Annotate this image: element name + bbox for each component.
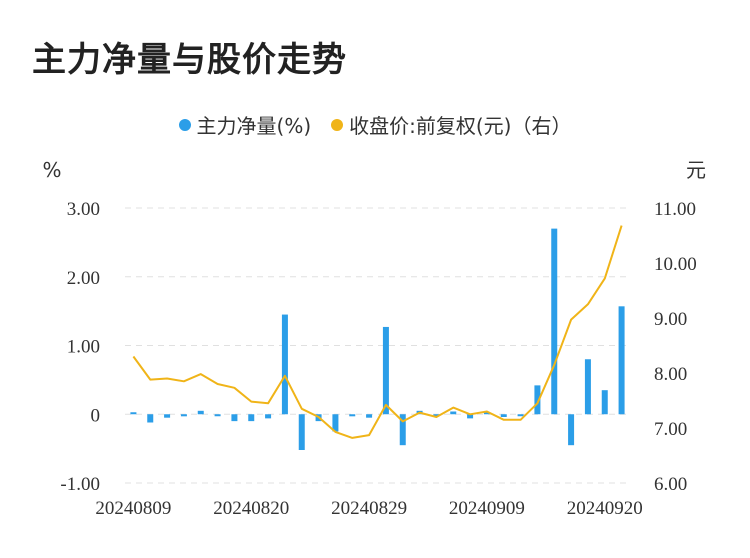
bar [231, 414, 238, 422]
bar [332, 414, 339, 432]
right-tick-label: 11.00 [654, 199, 696, 220]
bar [584, 359, 591, 415]
left-tick-label: 2.00 [67, 268, 100, 289]
left-tick-label: -1.00 [60, 474, 100, 495]
bar [197, 410, 204, 415]
bar [298, 414, 305, 450]
bar [500, 414, 507, 417]
bar [214, 414, 221, 417]
bar [349, 414, 356, 417]
left-tick-label: 1.00 [67, 337, 100, 358]
bar [366, 414, 373, 418]
bar [248, 414, 255, 422]
legend-item-net-volume[interactable]: 主力净量(%) [178, 110, 312, 139]
bar [601, 390, 608, 415]
page-title: 主力净量与股价走势 [32, 40, 347, 80]
right-tick-label: 7.00 [654, 419, 687, 440]
bar [450, 411, 457, 415]
right-tick-label: 8.00 [654, 364, 687, 385]
bar [467, 414, 474, 419]
x-tick-label: 20240829 [331, 498, 407, 519]
legend-dot-line-icon [331, 118, 344, 131]
bar [618, 306, 625, 415]
bar [130, 412, 137, 415]
x-tick-label: 20240920 [567, 498, 643, 519]
bar [534, 385, 541, 415]
bar [164, 414, 171, 418]
legend-item-close-price[interactable]: 收盘价:前复权(元)（右） [331, 110, 571, 139]
x-tick-label: 20240820 [213, 498, 289, 519]
right-tick-label: 9.00 [654, 309, 687, 330]
bar [399, 414, 406, 446]
right-axis-unit: 元 [686, 158, 706, 182]
bar [483, 412, 490, 415]
x-tick-label: 20240909 [449, 498, 525, 519]
bar [568, 414, 575, 446]
legend-dot-bar-icon [178, 118, 191, 131]
bar [517, 414, 524, 417]
legend-label-close-price: 收盘价:前复权(元)（右） [349, 114, 572, 138]
left-axis-unit: % [42, 158, 61, 182]
legend: 主力净量(%) 收盘价:前复权(元)（右） [0, 110, 750, 139]
legend-label-net-volume: 主力净量(%) [196, 114, 312, 138]
bar [281, 314, 288, 415]
bar [551, 228, 558, 415]
x-tick-label: 20240809 [95, 498, 171, 519]
left-tick-label: 3.00 [67, 199, 100, 220]
bar [147, 414, 154, 423]
right-tick-label: 10.00 [654, 254, 697, 275]
left-tick-label: 0 [91, 405, 101, 426]
bar [180, 414, 187, 417]
bar [433, 414, 440, 417]
bar [382, 326, 389, 415]
right-tick-label: 6.00 [654, 474, 687, 495]
price-line [132, 225, 623, 439]
bar [265, 414, 272, 419]
